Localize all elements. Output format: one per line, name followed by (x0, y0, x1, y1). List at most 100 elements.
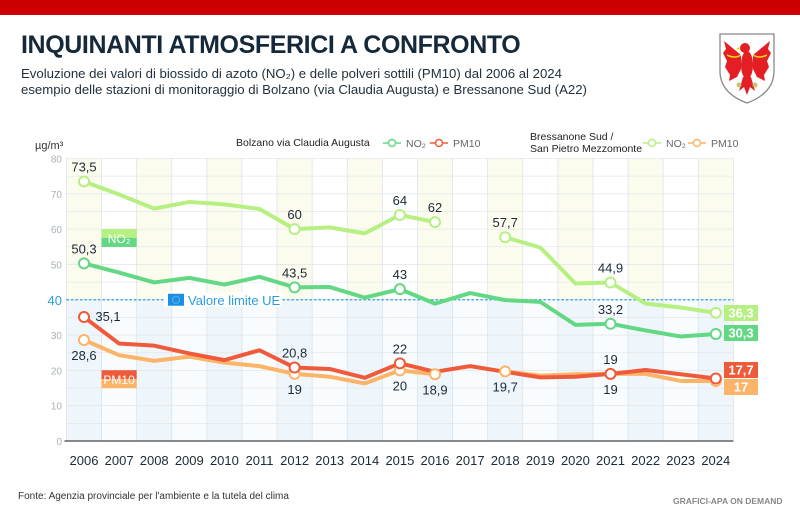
data-label: 73,5 (71, 159, 96, 174)
series-tag-bottom (101, 237, 137, 247)
x-tick-label: 2018 (491, 453, 520, 468)
end-value-label: 30,3 (728, 326, 753, 341)
coat-of-arms-logo (719, 33, 775, 104)
data-point-marker (78, 257, 90, 270)
x-tick-label: 2006 (70, 453, 99, 468)
y-axis-unit: µg/m³ (35, 140, 64, 152)
legend-station-bolzano: Bolzano via Claudia Augusta (236, 137, 370, 149)
x-tick-label: 2020 (561, 453, 590, 468)
page-title: INQUINANTI ATMOSFERICI A CONFRONTO (21, 31, 521, 59)
data-label: 18,9 (422, 382, 447, 397)
y-tick-label: 30 (51, 331, 63, 342)
data-point-marker (288, 361, 301, 374)
data-label: 43 (393, 267, 407, 282)
x-tick-label: 2009 (175, 453, 204, 468)
data-point-marker (709, 328, 722, 341)
x-tick-label: 2007 (105, 453, 134, 468)
x-tick-label: 2012 (280, 453, 309, 468)
x-tick-label: 2016 (421, 453, 450, 468)
data-label: 19 (603, 352, 617, 367)
data-label: 35,1 (95, 309, 120, 324)
data-label: 50,3 (71, 241, 96, 256)
series-tag-label: PM10 (103, 373, 135, 387)
end-value-label: 17,7 (728, 363, 753, 378)
subtitle-line-1: Evoluzione dei valori di biossido di azo… (21, 66, 562, 81)
data-point-marker (288, 281, 301, 294)
data-label: 28,6 (71, 348, 96, 363)
data-point-marker (604, 367, 617, 380)
x-tick-label: 2010 (210, 453, 239, 468)
data-label: 20,8 (282, 346, 307, 361)
series-tag-top (101, 228, 137, 238)
y-tick-label: 70 (51, 190, 63, 201)
eu-limit-label-bg (164, 292, 282, 307)
data-label: 19 (603, 382, 617, 397)
data-label: 43,5 (282, 265, 307, 280)
legend-label: NO₂ (666, 138, 686, 150)
data-label: 22 (393, 341, 407, 356)
legend-station-bressanone-line1: Bressanone Sud / (530, 131, 614, 143)
data-point-marker (393, 283, 406, 296)
y-tick-label: 40 (48, 293, 62, 308)
end-value-badge (724, 362, 758, 378)
data-label: 62 (428, 200, 442, 215)
source-note: Fonte: Agenzia provinciale per l'ambient… (18, 491, 289, 502)
data-point-marker (78, 311, 90, 324)
x-tick-label: 2011 (246, 453, 274, 468)
data-label: 19,7 (493, 379, 518, 394)
legend-label: NO₂ (406, 138, 426, 150)
header-bar (0, 0, 800, 15)
data-label: 64 (393, 193, 407, 208)
end-value-label: 36,3 (728, 306, 753, 321)
subtitle-line-2: esempio delle stazioni di monitoraggio d… (21, 82, 587, 97)
y-tick-label: 10 (51, 402, 63, 413)
data-point-marker (429, 216, 441, 229)
eu-flag-icon (168, 293, 184, 306)
data-label: 60 (287, 207, 301, 222)
eu-flag-stars (172, 295, 180, 304)
end-value-badge (724, 305, 758, 321)
data-label: 57,7 (493, 215, 518, 230)
brand-credit: GRAFICI-APA ON DEMAND (673, 496, 783, 506)
end-value-label: 17 (734, 380, 748, 395)
x-tick-label: 2024 (701, 453, 730, 468)
x-tick-label: 2023 (666, 453, 695, 468)
x-tick-label: 2015 (385, 453, 414, 468)
data-point-marker (709, 372, 722, 385)
data-point-marker (393, 357, 406, 370)
y-tick-label: 20 (51, 366, 63, 377)
data-point-marker (78, 175, 90, 188)
y-tick-label: 0 (56, 437, 62, 448)
x-tick-label: 2022 (631, 453, 660, 468)
data-label: 44,9 (598, 260, 623, 275)
data-label: 20 (393, 378, 407, 393)
legend-marker-icon (434, 138, 444, 148)
y-tick-label: 50 (51, 260, 63, 271)
data-point-marker (499, 365, 512, 378)
data-point-marker (604, 317, 617, 330)
x-tick-label: 2019 (526, 453, 555, 468)
legend-marker-icon (647, 138, 657, 148)
y-tick-label: 80 (51, 155, 63, 166)
series-line (82, 179, 437, 236)
eu-limit-label: Valore limite UE (188, 293, 281, 308)
data-point-marker (78, 334, 90, 347)
series-tag-label: NO₂ (108, 232, 131, 246)
end-value-badge (724, 325, 758, 341)
series-line (82, 338, 437, 386)
data-point-marker (288, 223, 301, 236)
data-point-marker (393, 209, 406, 221)
legend-label: PM10 (711, 138, 739, 150)
end-value-badge (724, 379, 758, 395)
y-tick-label: 60 (51, 225, 63, 236)
data-point-marker (429, 368, 441, 381)
data-label: 33,2 (598, 302, 623, 317)
data-point-marker (499, 231, 512, 244)
x-tick-label: 2014 (350, 453, 379, 468)
x-tick-label: 2013 (315, 453, 344, 468)
x-tick-label: 2017 (456, 453, 485, 468)
legend-marker-icon (387, 138, 397, 148)
series-tag-top (101, 370, 137, 380)
series-tag-bottom (101, 379, 137, 389)
